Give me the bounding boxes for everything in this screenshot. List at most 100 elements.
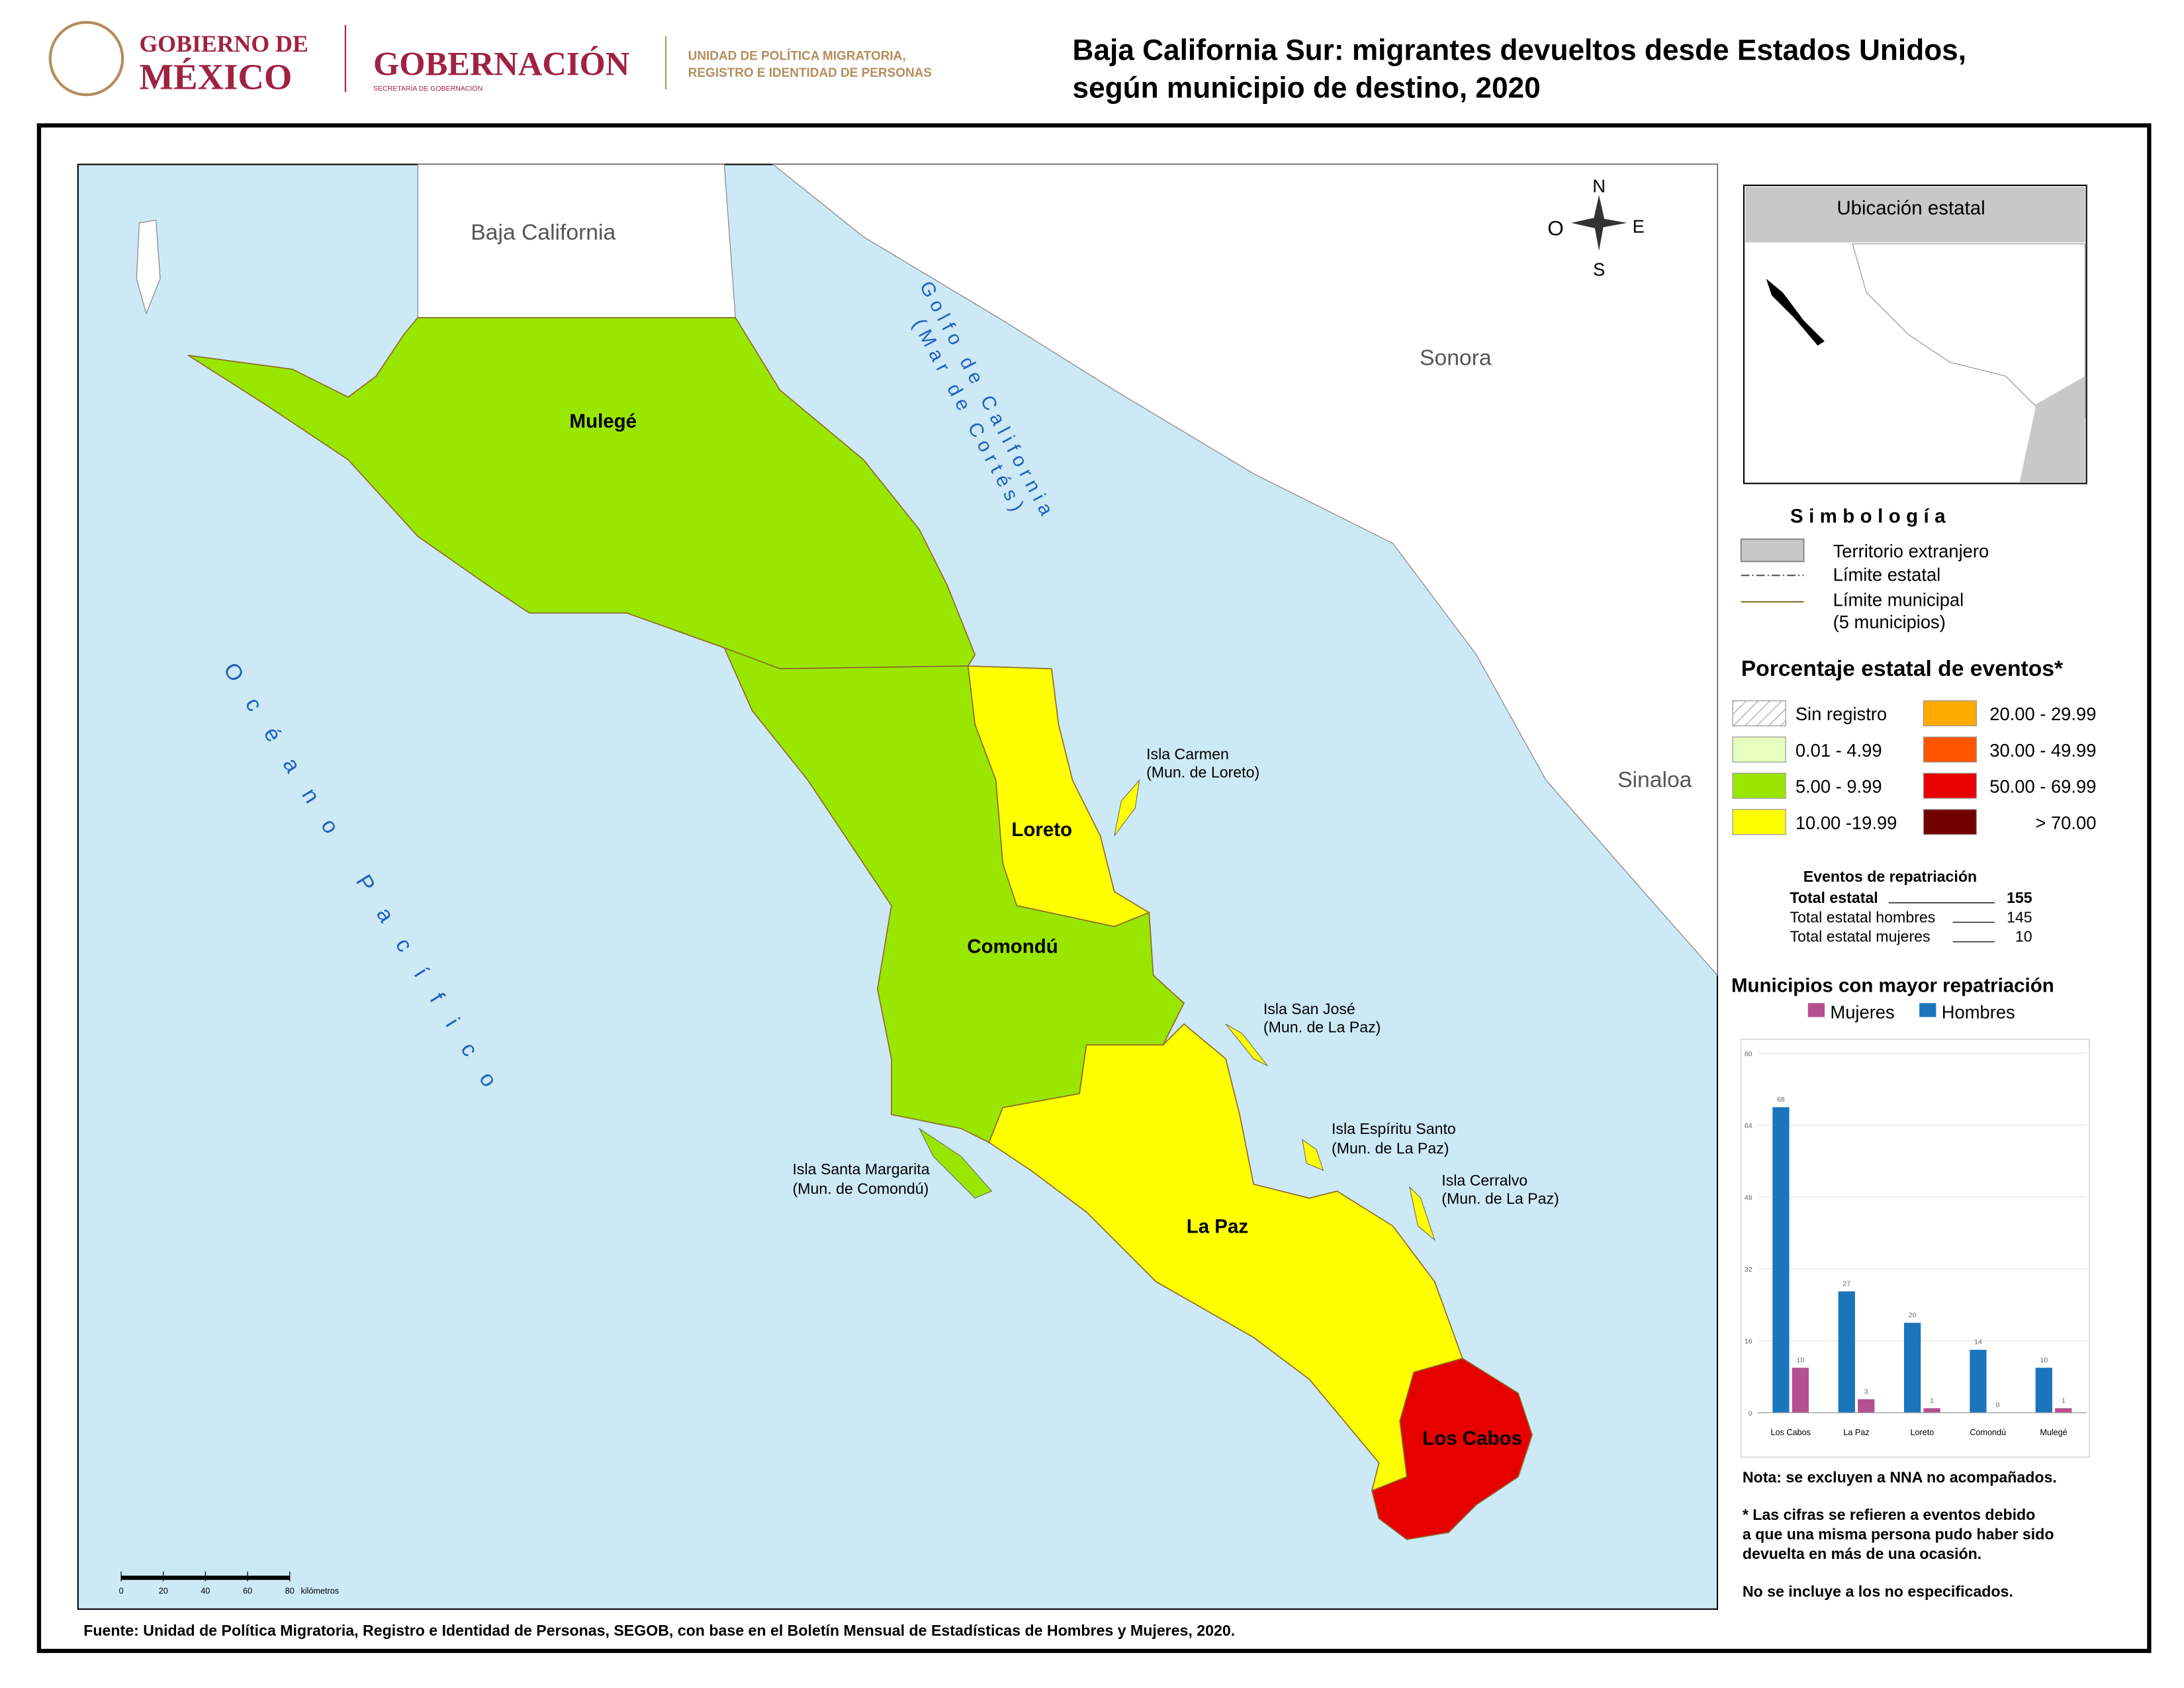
neighbor-label: Baja California <box>471 220 615 245</box>
neighbor-label: Sinaloa <box>1617 768 1692 792</box>
legend-swatch <box>1923 700 1978 727</box>
municipality-label: Mulegé <box>570 410 637 432</box>
scale-label: 20 <box>159 1587 168 1596</box>
note: No se incluye a los no especificados. <box>1743 1583 2013 1600</box>
value-label: 1 <box>1930 1397 1934 1405</box>
inset-mexico <box>1852 243 2086 418</box>
inset-title: Ubicación estatal <box>1837 197 1985 219</box>
legend-label: 30.00 - 49.99 <box>1989 740 2096 761</box>
compass-n: N <box>1592 175 1606 196</box>
note: * Las cifras se refieren a eventos debid… <box>1743 1506 2035 1523</box>
municipality <box>967 665 1151 927</box>
island-label: (Mun. de Loreto) <box>1146 763 1259 780</box>
x-tick-label: Comondú <box>1970 1428 2006 1437</box>
compass: N S E O <box>1547 175 1645 279</box>
island <box>136 219 161 315</box>
unit-line2: REGISTRO E IDENTIDAD DE PERSONAS <box>688 66 932 80</box>
y-tick-label: 0 <box>1749 1409 1752 1417</box>
note: a que una misma persona pudo haber sido <box>1743 1526 2054 1543</box>
legend-label: 5.00 - 9.99 <box>1796 776 1882 797</box>
total-value: 10 <box>2015 928 2032 945</box>
value-label: 10 <box>1797 1356 1805 1364</box>
gov-line1: GOBIERNO DE <box>139 30 308 57</box>
legend-swatch <box>1732 809 1786 835</box>
y-tick-label: 80 <box>1745 1050 1752 1058</box>
inset-bcs <box>1766 278 1825 346</box>
legend-item: Territorio extranjero <box>1833 541 1989 561</box>
bar <box>2055 1408 2072 1413</box>
legend-swatch <box>1732 700 1786 727</box>
totals-title: Eventos de repatriación <box>1803 868 1977 885</box>
note: devuelta en más de una ocasión. <box>1743 1545 1981 1562</box>
legend-label: Sin registro <box>1796 704 1887 724</box>
bar <box>1970 1350 1987 1413</box>
x-tick-label: Los Cabos <box>1771 1428 1811 1437</box>
note: Nota: se excluyen a NNA no acompañados. <box>1743 1468 2057 1485</box>
municipality-label: Comondú <box>967 936 1058 958</box>
chart-title: Municipios con mayor repatriación <box>1731 975 2054 997</box>
value-label: 3 <box>1864 1387 1868 1395</box>
legend-label: Mujeres <box>1830 1002 1894 1022</box>
value-label: 10 <box>2040 1356 2048 1364</box>
legend-swatch <box>1740 538 1805 563</box>
totals: Total estatal 155 Total estatal hombres 145… <box>1790 889 2032 945</box>
legend-item: Límite municipal <box>1833 590 1964 610</box>
legend-item: (5 municipios) <box>1833 612 1946 632</box>
island <box>1408 1186 1435 1241</box>
y-tick-label: 32 <box>1745 1266 1752 1274</box>
island <box>1302 1139 1324 1171</box>
island <box>1114 778 1140 837</box>
scale-label: 40 <box>201 1587 210 1596</box>
y-tick-label: 48 <box>1745 1194 1752 1202</box>
title: Baja California Sur: migrantes devueltos… <box>1073 34 1967 67</box>
total-label: Total estatal <box>1790 889 1878 906</box>
bar <box>1792 1368 1809 1413</box>
legend-label: Hombres <box>1942 1002 2015 1022</box>
bar <box>1858 1399 1875 1413</box>
class-legend: Sin registro 0.01 - 4.99 5.00 - 9.99 10.00 … <box>1732 700 2096 835</box>
legend-label: 20.00 - 29.99 <box>1989 704 2096 724</box>
island-label: (Mun. de La Paz) <box>1441 1190 1559 1207</box>
compass-w: O <box>1547 216 1564 240</box>
island-label: Isla Carmen <box>1146 745 1229 763</box>
title: según municipio de destino, 2020 <box>1073 71 1541 104</box>
y-tick-label: 64 <box>1745 1122 1752 1130</box>
island <box>918 1127 993 1199</box>
compass-s: S <box>1593 259 1605 280</box>
dept: GOBERNACIÓN <box>373 46 629 83</box>
legend-swatch <box>1919 1003 1936 1017</box>
legend-swatch <box>1923 773 1978 799</box>
legend-swatch <box>1807 1003 1825 1017</box>
gov-line2: MÉXICO <box>139 57 292 97</box>
legend-title: Simbología <box>1790 505 1951 527</box>
source: Fuente: Unidad de Política Migratoria, R… <box>83 1622 1235 1639</box>
legend-label: > 70.00 <box>2035 812 2096 833</box>
bar <box>1903 1323 1921 1413</box>
legend-label: 10.00 -19.99 <box>1796 812 1897 833</box>
value-label: 0 <box>1995 1401 1999 1409</box>
value-label: 20 <box>1909 1311 1917 1319</box>
island-label: (Mun. de Comondú) <box>793 1180 929 1197</box>
bar <box>1923 1408 1940 1413</box>
x-tick-label: Loreto <box>1910 1428 1934 1437</box>
neighbor-label: Sonora <box>1420 346 1492 370</box>
island-label: Isla Santa Margarita <box>793 1160 930 1178</box>
legend-label: 0.01 - 4.99 <box>1796 740 1882 761</box>
unit-line1: UNIDAD DE POLÍTICA MIGRATORIA, <box>688 49 906 64</box>
inset-foreign <box>2019 376 2085 483</box>
legend-swatch <box>1923 736 1978 763</box>
total-label: Total estatal hombres <box>1790 908 1935 925</box>
municipality <box>187 317 976 670</box>
total-value: 145 <box>2007 908 2032 925</box>
island-label: (Mun. de La Paz) <box>1263 1019 1381 1036</box>
legend-item: Límite estatal <box>1833 565 1941 585</box>
island-label: Isla San José <box>1263 1000 1355 1017</box>
total-value: 155 <box>2007 889 2032 906</box>
value-label: 14 <box>1974 1338 1982 1346</box>
mainland <box>772 164 1718 976</box>
legend-swatch <box>1923 809 1978 835</box>
scale-label: 0 <box>119 1587 124 1596</box>
island-label: Isla Cerralvo <box>1441 1172 1527 1189</box>
